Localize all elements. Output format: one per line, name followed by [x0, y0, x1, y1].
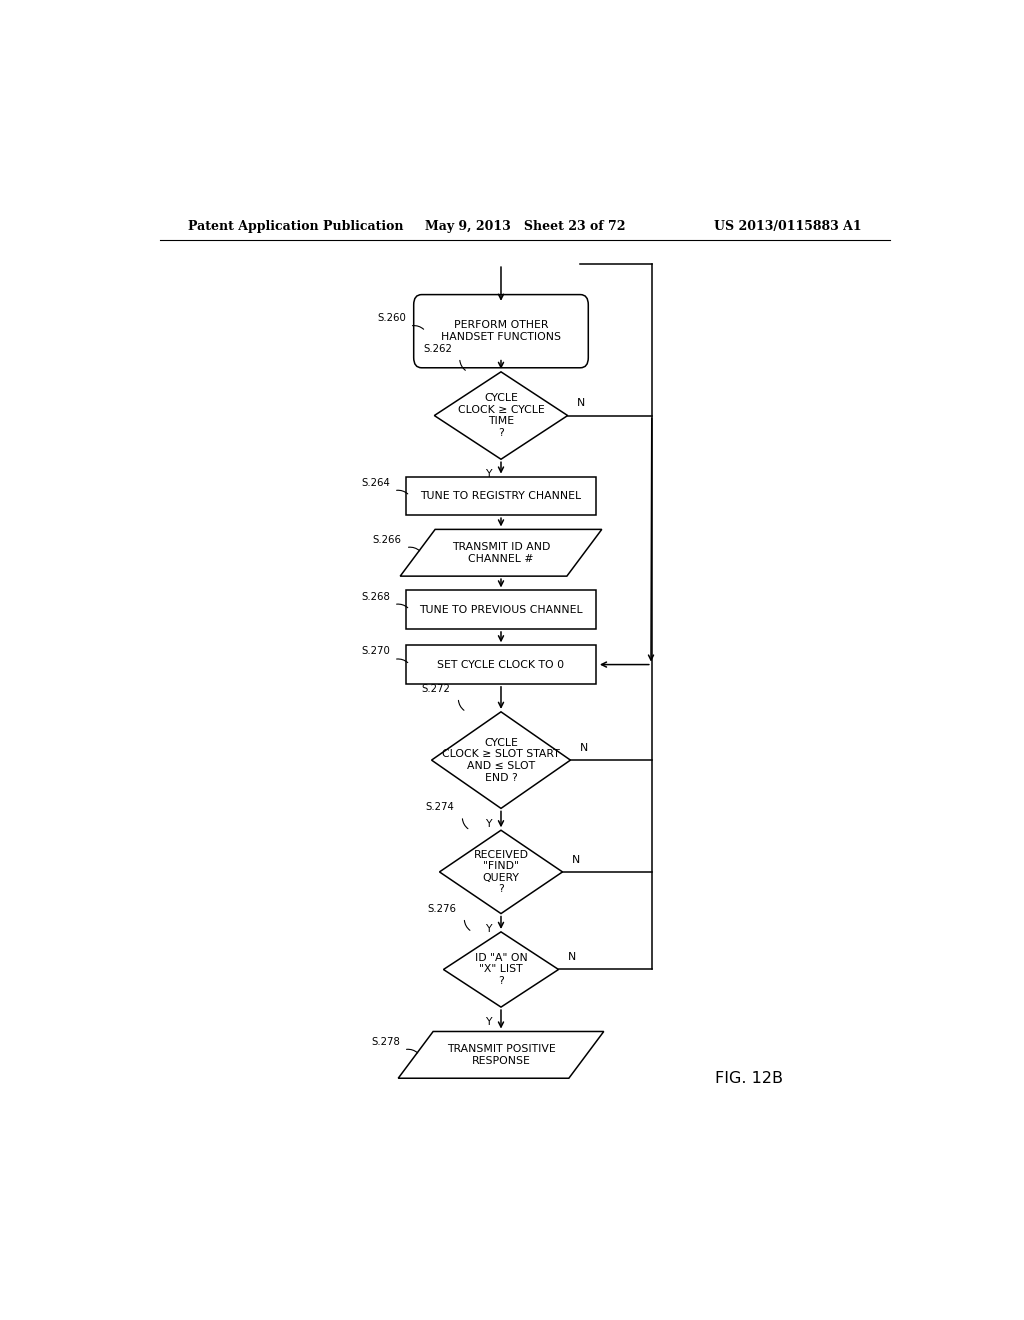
Text: May 9, 2013   Sheet 23 of 72: May 9, 2013 Sheet 23 of 72	[425, 220, 625, 234]
Text: Y: Y	[485, 470, 492, 479]
Text: SET CYCLE CLOCK TO 0: SET CYCLE CLOCK TO 0	[437, 660, 564, 669]
Text: TRANSMIT ID AND
CHANNEL #: TRANSMIT ID AND CHANNEL #	[452, 543, 550, 564]
Text: RECEIVED
"FIND"
QUERY
?: RECEIVED "FIND" QUERY ?	[473, 850, 528, 895]
Polygon shape	[434, 372, 567, 459]
Polygon shape	[431, 711, 570, 808]
Text: Y: Y	[485, 924, 492, 933]
Text: TUNE TO PREVIOUS CHANNEL: TUNE TO PREVIOUS CHANNEL	[419, 605, 583, 615]
Text: Y: Y	[485, 818, 492, 829]
Text: S.270: S.270	[361, 647, 390, 656]
Bar	[406, 645, 596, 684]
Text: S.260: S.260	[377, 313, 406, 323]
Text: N: N	[568, 952, 577, 962]
Text: TUNE TO REGISTRY CHANNEL: TUNE TO REGISTRY CHANNEL	[421, 491, 582, 500]
Text: S.274: S.274	[426, 803, 455, 812]
FancyBboxPatch shape	[414, 294, 588, 368]
Text: ID "A" ON
"X" LIST
?: ID "A" ON "X" LIST ?	[474, 953, 527, 986]
Text: S.266: S.266	[373, 535, 401, 545]
Text: S.264: S.264	[361, 478, 390, 487]
Text: N: N	[578, 399, 586, 408]
Polygon shape	[398, 1031, 604, 1078]
Text: PERFORM OTHER
HANDSET FUNCTIONS: PERFORM OTHER HANDSET FUNCTIONS	[441, 321, 561, 342]
Text: Y: Y	[485, 1018, 492, 1027]
Text: N: N	[572, 855, 581, 865]
Text: S.262: S.262	[423, 343, 452, 354]
Polygon shape	[439, 830, 562, 913]
Text: S.272: S.272	[422, 684, 451, 693]
Bar	[406, 477, 596, 515]
Text: S.278: S.278	[371, 1036, 399, 1047]
Text: N: N	[580, 743, 588, 752]
Text: S.276: S.276	[427, 904, 457, 913]
Polygon shape	[443, 932, 558, 1007]
Text: US 2013/0115883 A1: US 2013/0115883 A1	[715, 220, 862, 234]
Text: CYCLE
CLOCK ≥ CYCLE
TIME
?: CYCLE CLOCK ≥ CYCLE TIME ?	[458, 393, 545, 438]
Text: Patent Application Publication: Patent Application Publication	[187, 220, 403, 234]
Polygon shape	[400, 529, 602, 576]
Text: CYCLE
CLOCK ≥ SLOT START
AND ≤ SLOT
END ?: CYCLE CLOCK ≥ SLOT START AND ≤ SLOT END …	[442, 738, 560, 783]
Text: TRANSMIT POSITIVE
RESPONSE: TRANSMIT POSITIVE RESPONSE	[446, 1044, 555, 1065]
Text: S.268: S.268	[361, 591, 390, 602]
Text: FIG. 12B: FIG. 12B	[715, 1071, 783, 1086]
Bar	[406, 590, 596, 630]
